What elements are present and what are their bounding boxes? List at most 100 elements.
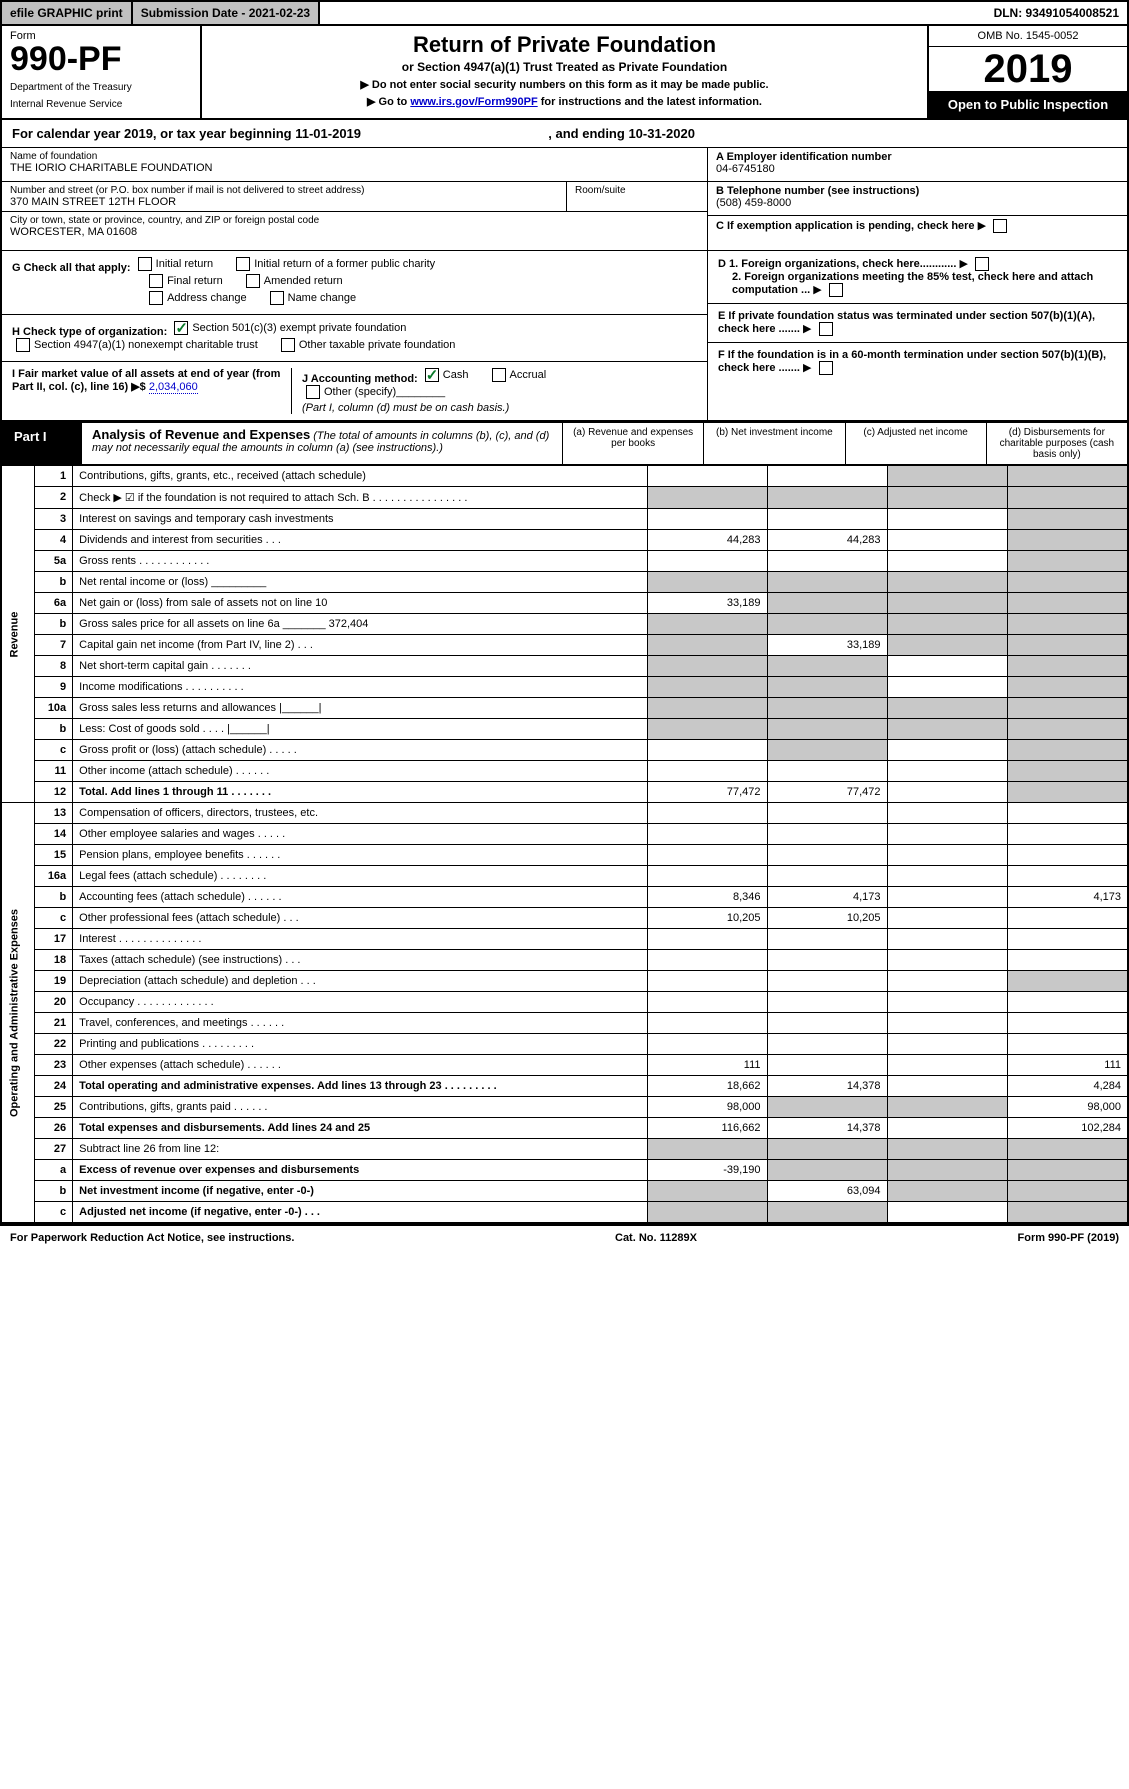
- table-row: 22Printing and publications . . . . . . …: [2, 1034, 1127, 1055]
- table-row: bAccounting fees (attach schedule) . . .…: [2, 887, 1127, 908]
- part1-label: Part I: [2, 423, 82, 464]
- table-row: bLess: Cost of goods sold . . . . |_____…: [2, 719, 1127, 740]
- chk-e[interactable]: [819, 322, 833, 336]
- table-row: 25Contributions, gifts, grants paid . . …: [2, 1097, 1127, 1118]
- table-row: 3Interest on savings and temporary cash …: [2, 509, 1127, 530]
- chk-accrual[interactable]: [492, 368, 506, 382]
- chk-address-change[interactable]: [149, 291, 163, 305]
- table-row: 26Total expenses and disbursements. Add …: [2, 1118, 1127, 1139]
- privacy-note: ▶ Do not enter social security numbers o…: [212, 78, 917, 91]
- i-j-row: I Fair market value of all assets at end…: [2, 362, 707, 420]
- part1-title: Analysis of Revenue and Expenses: [92, 427, 310, 442]
- tax-year-end: 10-31-2020: [628, 126, 695, 141]
- table-row: 16aLegal fees (attach schedule) . . . . …: [2, 866, 1127, 887]
- chk-amended-return[interactable]: [246, 274, 260, 288]
- table-row: cAdjusted net income (if negative, enter…: [2, 1202, 1127, 1223]
- table-row: 2Check ▶ ☑ if the foundation is not requ…: [2, 487, 1127, 509]
- table-row: 17Interest . . . . . . . . . . . . . .: [2, 929, 1127, 950]
- foundation-name: THE IORIO CHARITABLE FOUNDATION: [10, 162, 699, 174]
- tax-year: 2019: [929, 47, 1127, 91]
- top-bar: efile GRAPHIC print Submission Date - 20…: [2, 2, 1127, 26]
- expenses-side-label: Operating and Administrative Expenses: [2, 803, 35, 1223]
- header-right: OMB No. 1545-0052 2019 Open to Public In…: [927, 26, 1127, 118]
- d-checks-row: D 1. Foreign organizations, check here..…: [708, 251, 1127, 304]
- omb-number: OMB No. 1545-0052: [929, 26, 1127, 47]
- table-row: 15Pension plans, employee benefits . . .…: [2, 845, 1127, 866]
- part1-header: Part I Analysis of Revenue and Expenses …: [2, 421, 1127, 466]
- table-row: 23Other expenses (attach schedule) . . .…: [2, 1055, 1127, 1076]
- table-row: aExcess of revenue over expenses and dis…: [2, 1160, 1127, 1181]
- form-version: Form 990-PF (2019): [1018, 1232, 1119, 1244]
- room-suite: Room/suite: [567, 182, 707, 211]
- calendar-year-row: For calendar year 2019, or tax year begi…: [2, 120, 1127, 148]
- form-990pf: efile GRAPHIC print Submission Date - 20…: [0, 0, 1129, 1225]
- paperwork-notice: For Paperwork Reduction Act Notice, see …: [10, 1232, 294, 1244]
- telephone-row: B Telephone number (see instructions) (5…: [708, 182, 1127, 216]
- efile-label: efile GRAPHIC print: [2, 2, 133, 24]
- telephone-value: (508) 459-8000: [716, 197, 1119, 209]
- dln: DLN: 93491054008521: [986, 2, 1127, 24]
- table-row: cGross profit or (loss) (attach schedule…: [2, 740, 1127, 761]
- street-address: 370 MAIN STREET 12TH FLOOR: [10, 196, 558, 208]
- chk-d2[interactable]: [829, 283, 843, 297]
- table-row: 12Total. Add lines 1 through 11 . . . . …: [2, 782, 1127, 803]
- foundation-name-row: Name of foundation THE IORIO CHARITABLE …: [2, 148, 707, 182]
- table-row: 24Total operating and administrative exp…: [2, 1076, 1127, 1097]
- tax-year-begin: 11-01-2019: [295, 126, 361, 141]
- h-checks-row: H Check type of organization: Section 50…: [2, 315, 707, 362]
- chk-other-taxable[interactable]: [281, 338, 295, 352]
- header-left: Form 990-PF Department of the Treasury I…: [2, 26, 202, 118]
- col-c-header: (c) Adjusted net income: [845, 423, 986, 464]
- form-header: Form 990-PF Department of the Treasury I…: [2, 26, 1127, 120]
- city-state-zip: WORCESTER, MA 01608: [10, 226, 699, 238]
- part1-table: Revenue1Contributions, gifts, grants, et…: [2, 466, 1127, 1223]
- table-row: 21Travel, conferences, and meetings . . …: [2, 1013, 1127, 1034]
- ein-value: 04-6745180: [716, 163, 1119, 175]
- table-row: 9Income modifications . . . . . . . . . …: [2, 677, 1127, 698]
- chk-4947a1[interactable]: [16, 338, 30, 352]
- chk-501c3[interactable]: [174, 321, 188, 335]
- table-row: 27Subtract line 26 from line 12:: [2, 1139, 1127, 1160]
- table-row: 20Occupancy . . . . . . . . . . . . .: [2, 992, 1127, 1013]
- catalog-number: Cat. No. 11289X: [615, 1232, 697, 1244]
- chk-final-return[interactable]: [149, 274, 163, 288]
- chk-initial-former[interactable]: [236, 257, 250, 271]
- c-checkbox[interactable]: [993, 219, 1007, 233]
- address-row: Number and street (or P.O. box number if…: [2, 182, 567, 211]
- col-d-header: (d) Disbursements for charitable purpose…: [986, 423, 1127, 464]
- ein-row: A Employer identification number 04-6745…: [708, 148, 1127, 182]
- revenue-side-label: Revenue: [2, 466, 35, 803]
- page-footer: For Paperwork Reduction Act Notice, see …: [0, 1225, 1129, 1250]
- checks-block: G Check all that apply: Initial return I…: [2, 251, 1127, 421]
- table-row: bGross sales price for all assets on lin…: [2, 614, 1127, 635]
- chk-name-change[interactable]: [270, 291, 284, 305]
- header-center: Return of Private Foundation or Section …: [202, 26, 927, 118]
- form-title: Return of Private Foundation: [212, 32, 917, 58]
- f-check-row: F If the foundation is in a 60-month ter…: [708, 343, 1127, 381]
- form-number: 990-PF: [10, 42, 192, 76]
- table-row: 14Other employee salaries and wages . . …: [2, 824, 1127, 845]
- table-row: bNet investment income (if negative, ent…: [2, 1181, 1127, 1202]
- chk-initial-return[interactable]: [138, 257, 152, 271]
- chk-cash[interactable]: [425, 368, 439, 382]
- table-row: 18Taxes (attach schedule) (see instructi…: [2, 950, 1127, 971]
- form-subtitle: or Section 4947(a)(1) Trust Treated as P…: [212, 60, 917, 74]
- chk-other-method[interactable]: [306, 385, 320, 399]
- table-row: Operating and Administrative Expenses13C…: [2, 803, 1127, 824]
- table-row: 10aGross sales less returns and allowanc…: [2, 698, 1127, 719]
- instructions-link[interactable]: www.irs.gov/Form990PF: [410, 96, 537, 108]
- col-b-header: (b) Net investment income: [703, 423, 844, 464]
- exemption-pending-row: C If exemption application is pending, c…: [708, 216, 1127, 250]
- table-row: 4Dividends and interest from securities …: [2, 530, 1127, 551]
- chk-f[interactable]: [819, 361, 833, 375]
- table-row: 7Capital gain net income (from Part IV, …: [2, 635, 1127, 656]
- dept-irs: Internal Revenue Service: [10, 99, 192, 110]
- table-row: cOther professional fees (attach schedul…: [2, 908, 1127, 929]
- table-row: 8Net short-term capital gain . . . . . .…: [2, 656, 1127, 677]
- table-row: 5aGross rents . . . . . . . . . . . .: [2, 551, 1127, 572]
- open-public-badge: Open to Public Inspection: [929, 91, 1127, 118]
- identity-block: Name of foundation THE IORIO CHARITABLE …: [2, 148, 1127, 251]
- chk-d1[interactable]: [975, 257, 989, 271]
- g-checks-row: G Check all that apply: Initial return I…: [2, 251, 707, 315]
- table-row: 19Depreciation (attach schedule) and dep…: [2, 971, 1127, 992]
